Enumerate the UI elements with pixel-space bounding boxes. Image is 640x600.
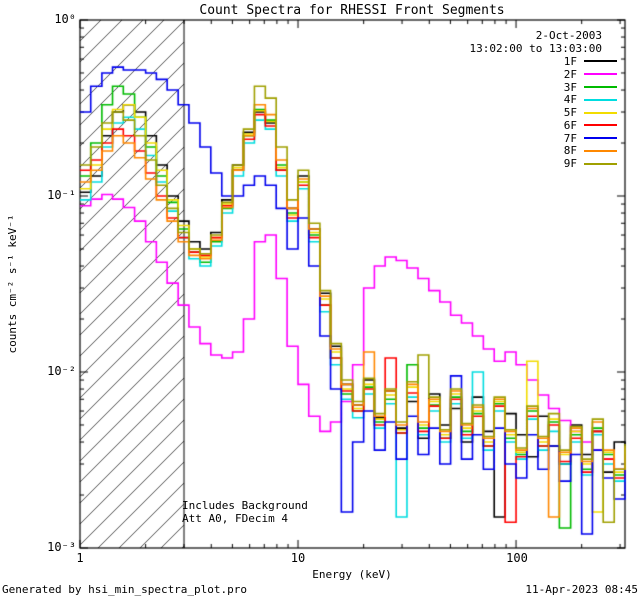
- legend-item-1F: 1F: [564, 55, 617, 68]
- attenuator-note: Att A0, FDecim 4: [182, 512, 288, 525]
- legend-color-line: [584, 137, 617, 140]
- legend-label: 3F: [563, 80, 577, 94]
- legend-color-line: [584, 60, 617, 63]
- legend-label: 9F: [563, 157, 577, 171]
- observation-time-range: 13:02:00 to 13:03:00: [469, 42, 602, 55]
- legend-item-6F: 6F: [564, 119, 617, 132]
- y-axis-label: counts cm⁻² s⁻¹ keV⁻¹: [6, 214, 19, 354]
- y-tick-1e-1: 10⁻¹: [47, 188, 76, 202]
- legend-item-8F: 8F: [563, 144, 617, 158]
- legend-label: 8F: [563, 144, 577, 158]
- legend-label: 5F: [563, 106, 577, 120]
- legend-label: 7F: [563, 131, 577, 145]
- legend-label: 1F: [563, 54, 577, 68]
- legend-color-line: [584, 98, 617, 101]
- legend-color-line: [584, 85, 617, 88]
- y-tick-1e-3: 10⁻³: [47, 540, 76, 554]
- legend-item-7F: 7F: [564, 132, 617, 145]
- legend-label: 2F: [563, 67, 577, 81]
- legend-item-2F: 2F: [564, 68, 617, 81]
- legend-color-line: [584, 124, 617, 127]
- x-tick-100: 100: [506, 551, 528, 565]
- y-tick-1e0: 10⁰: [54, 12, 76, 26]
- legend-color-line: [584, 73, 617, 76]
- legend-label: 4F: [563, 93, 577, 107]
- plot-title: Count Spectra for RHESSI Front Segments: [199, 3, 505, 18]
- x-tick-10: 10: [290, 551, 306, 565]
- legend-item-5F: 5F: [564, 106, 617, 119]
- legend-item-4F: 4F: [564, 93, 617, 106]
- legend-color-line: [584, 162, 617, 165]
- observation-date: 2-Oct-2003: [535, 29, 602, 42]
- includes-background-note: Includes Background: [182, 499, 308, 512]
- generator-credit: Generated by hsi_min_spectra_plot.pro: [2, 583, 248, 596]
- generation-timestamp: 11-Apr-2023 08:45: [525, 583, 638, 596]
- legend: 1F 2F 3F 4F 5F 6F 7F 8F 9F: [564, 55, 617, 170]
- legend-item-3F: 3F: [564, 81, 617, 94]
- legend-color-line: [584, 149, 617, 152]
- legend-color-line: [584, 111, 617, 114]
- y-tick-1e-2: 10⁻²: [47, 364, 76, 378]
- legend-label: 6F: [563, 118, 577, 132]
- legend-item-9F: 9F: [564, 157, 617, 170]
- x-axis-label: Energy (keV): [312, 568, 392, 581]
- x-tick-1: 1: [76, 551, 84, 565]
